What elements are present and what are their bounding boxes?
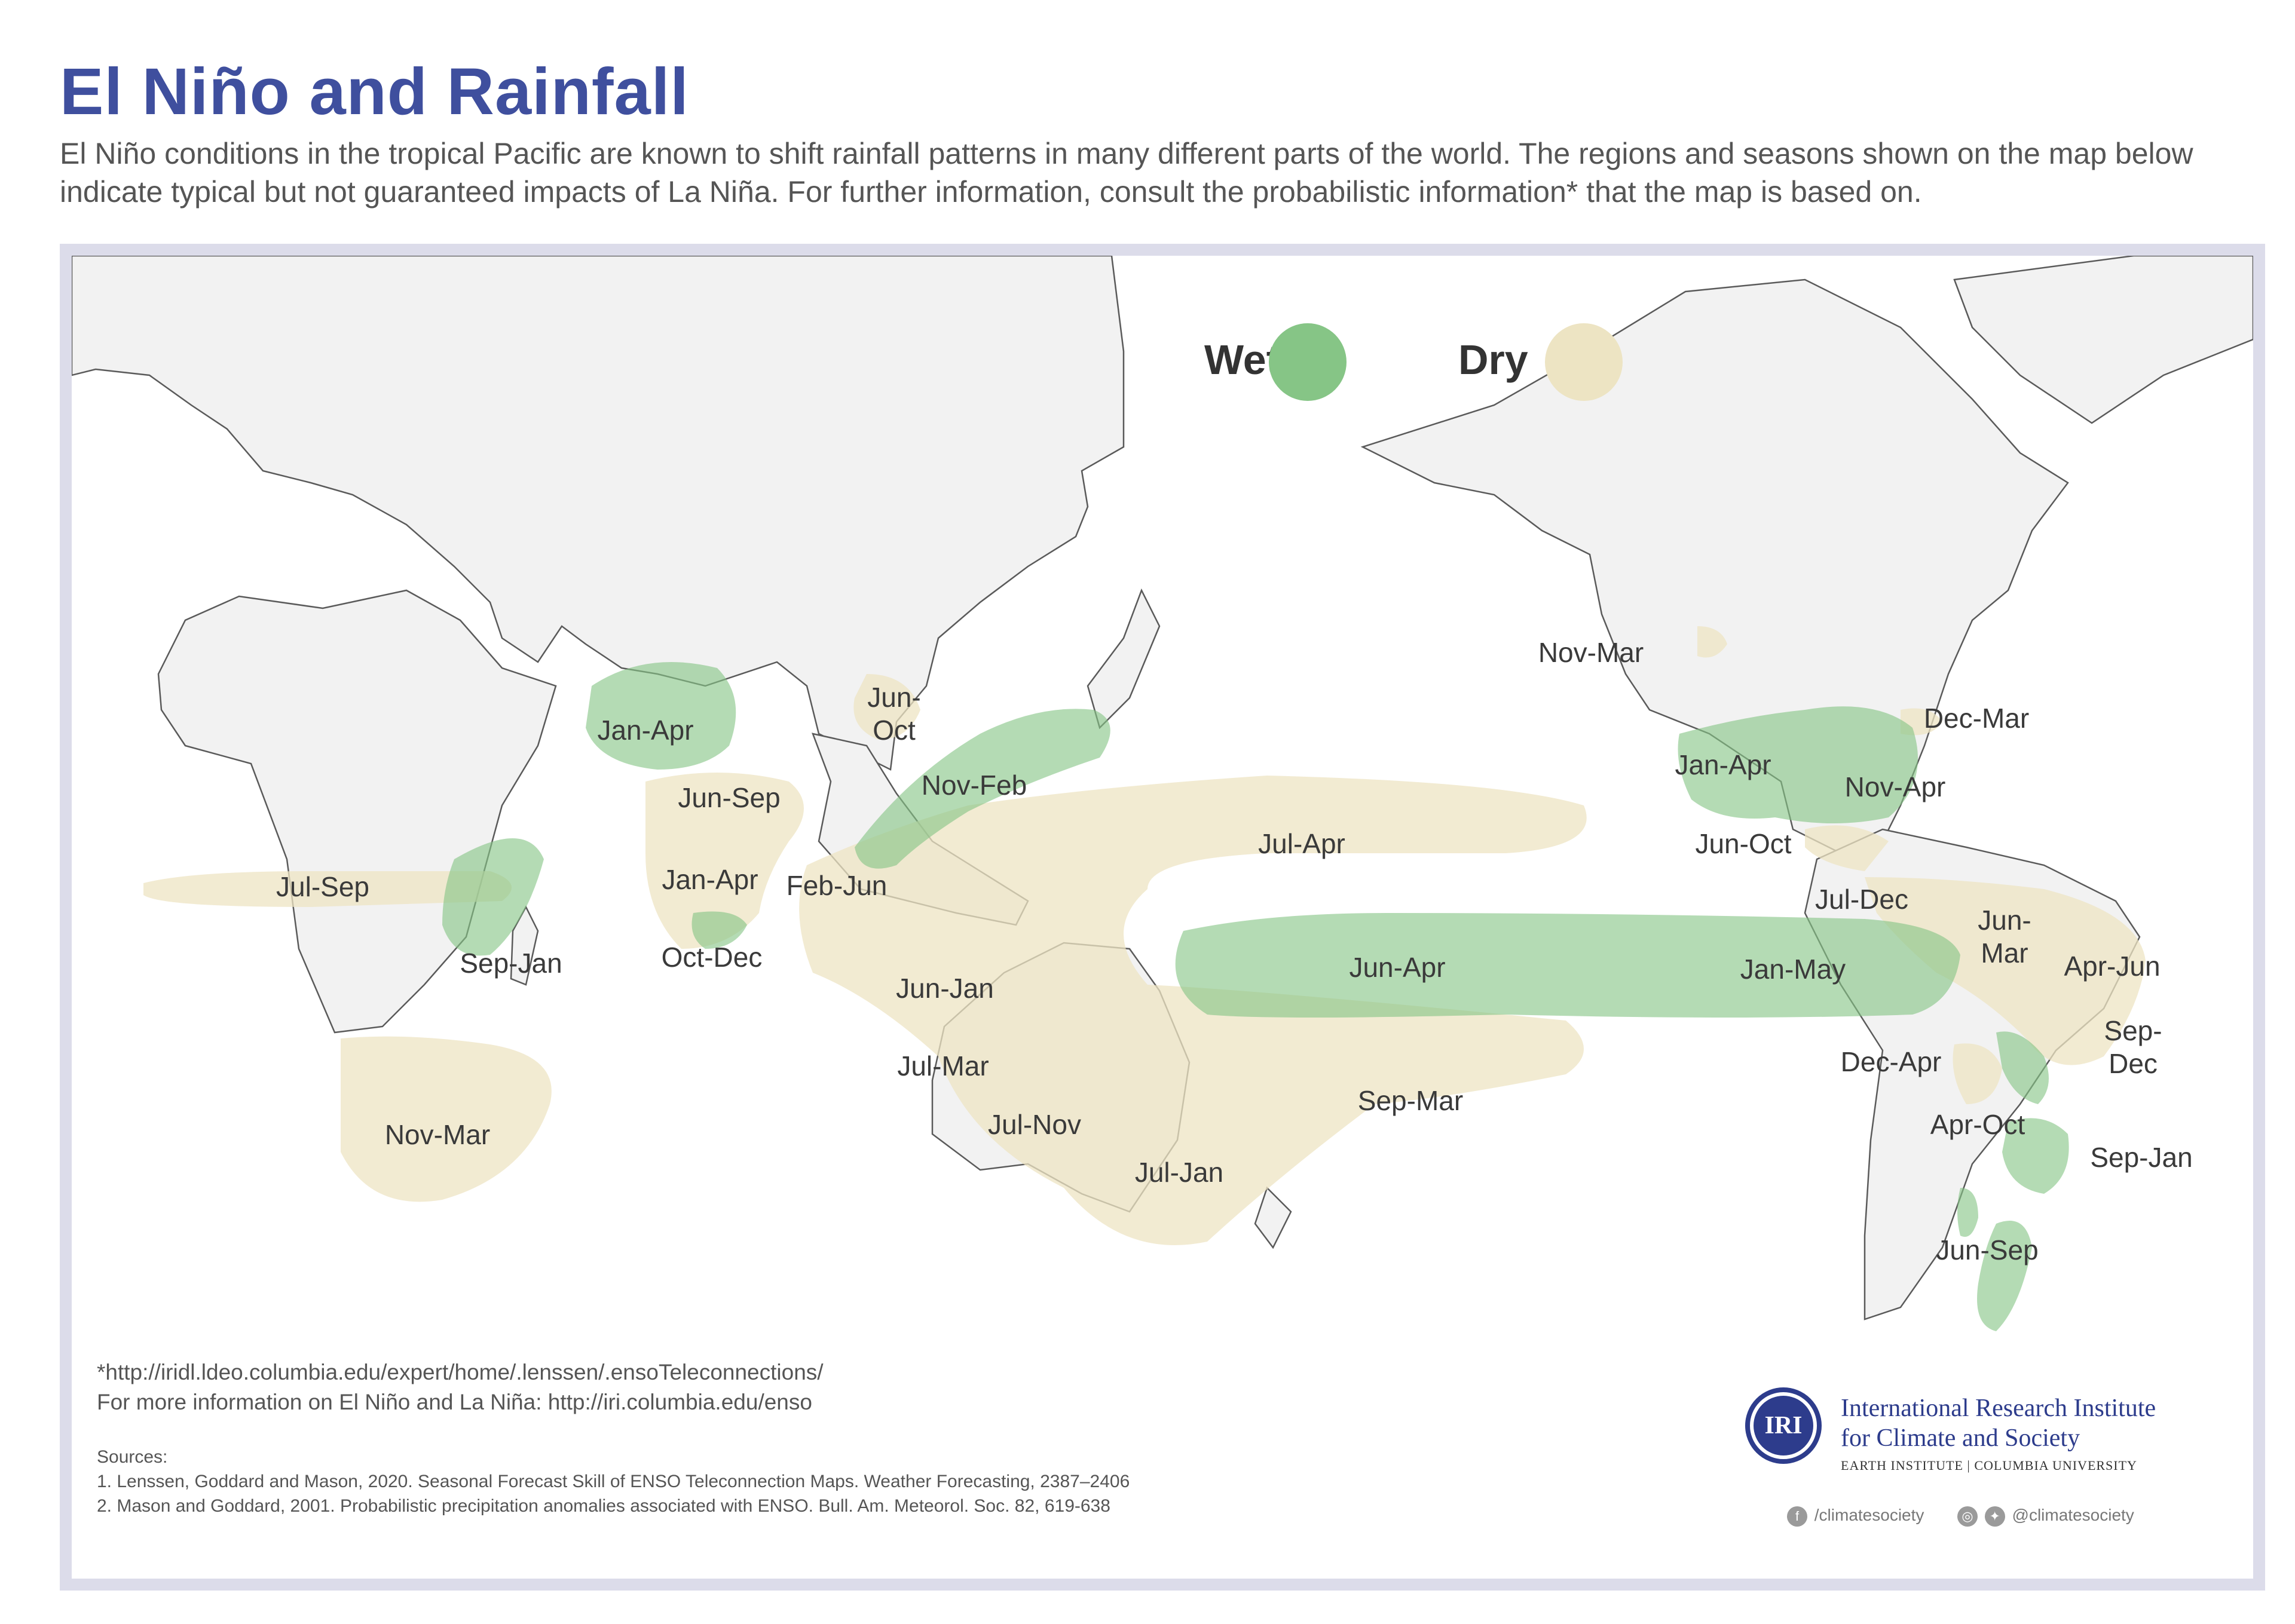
dry-region-northern-south-america [1865,877,2146,1065]
region-label-multiline: Jun-Mar [1978,905,2031,969]
region-label: Jun-Oct [1695,828,1791,859]
legend-wet-label: Wet [1204,336,1280,383]
sources: Sources: 1. Lenssen, Goddard and Mason, … [97,1445,1130,1518]
landmass-north-america [1360,278,2069,860]
region-label: Jan-Apr [662,864,758,895]
source-2: 2. Mason and Goddard, 2001. Probabilisti… [97,1496,1110,1516]
landmass-new-zealand [1254,1186,1292,1249]
region-label: Sep-Jan [2090,1142,2192,1173]
legend: Wet Dry [1204,323,1623,401]
iri-org-line1: International Research Institute [1841,1395,2156,1422]
instagram-icon[interactable]: ◎ [1957,1506,1978,1527]
legend-dry-label: Dry [1458,336,1528,383]
world-map: Wet Dry Jul-Sep Sep-Jan Nov-Mar Jan-Apr … [72,256,2253,1331]
region-label: Jun-Sep [678,782,780,813]
region-label: Nov-Mar [1538,637,1644,668]
dry-region-southern-africa [341,1036,552,1202]
probabilistic-info-link[interactable]: *http://iridl.ldeo.columbia.edu/expert/h… [97,1360,824,1384]
source-1: 1. Lenssen, Goddard and Mason, 2020. Sea… [97,1472,1130,1491]
legend-wet-swatch [1269,323,1347,401]
region-label-line: Jun- [1978,905,2031,936]
region-label: Jun-Apr [1349,952,1445,983]
iri-branding: IRI International Research Institute for… [1745,1387,2199,1489]
wet-region-east-africa [442,838,544,956]
region-label-line: Sep- [2104,1015,2162,1046]
dry-region-india [645,773,804,949]
wet-region-southeast-south-america [2002,1118,2069,1194]
landmass-greenland [1953,256,2253,424]
dry-regions [143,626,2146,1245]
map-frame: Wet Dry Jul-Sep Sep-Jan Nov-Mar Jan-Apr … [60,244,2265,1591]
wet-region-chile [1957,1188,1978,1237]
social-links: f /climatesociety ◎ ✦ @climatesociety [1787,1506,2205,1536]
region-label: Apr-Jun [2064,951,2160,982]
enso-info-link[interactable]: For more information on El Niño and La N… [97,1390,812,1414]
wet-region-sri-lanka [691,911,747,949]
region-label: Nov-Apr [1845,771,1946,802]
iri-org-name: International Research Institute for Cli… [1841,1393,2156,1453]
region-label: Jul-Sep [276,871,369,902]
region-label-line: Dec [2109,1048,2158,1079]
region-label-multiline: Sep-Dec [2104,1015,2162,1079]
facebook-icon[interactable]: f [1787,1506,1807,1527]
region-label-line: Mar [1981,937,2028,969]
region-label: Oct-Dec [662,942,763,973]
dry-region-central-america [1805,825,1889,871]
wet-region-east-asia [855,709,1110,869]
region-label: Jul-Mar [897,1050,989,1081]
region-label-multiline: Jun-Oct [867,682,920,746]
wet-regions [442,662,2069,1331]
region-label: Jan-May [1740,954,1846,985]
region-label: Jul-Nov [988,1109,1081,1140]
legend-dry-swatch [1545,323,1623,401]
iri-org-sub: EARTH INSTITUTE | COLUMBIA UNIVERSITY [1841,1458,2137,1473]
region-label: Dec-Apr [1841,1046,1942,1077]
region-label: Sep-Jan [460,948,562,979]
footer-links: *http://iridl.ldeo.columbia.edu/expert/h… [97,1358,824,1417]
region-label: Jan-Apr [597,715,693,746]
wet-region-east-brazil [1996,1031,2049,1104]
dry-region-ecuador-peru [1953,1043,2002,1104]
iri-logo: IRI [1745,1387,1822,1464]
landmass-japan [1087,588,1161,730]
region-label-line: Jun- [867,682,920,713]
wet-region-equatorial-pacific [1175,913,1960,1018]
region-label: Feb-Jun [787,870,888,901]
page-subtitle: El Niño conditions in the tropical Pacif… [60,137,2193,209]
region-label: Nov-Mar [385,1119,490,1150]
dry-region-west-africa [143,871,512,907]
region-labels: Jul-Sep Sep-Jan Nov-Mar Jan-Apr Jun-Sep … [276,637,2193,1266]
iri-org-line2: for Climate and Society [1841,1424,2080,1452]
wet-region-north-america [1678,706,1918,823]
region-label: Nov-Feb [922,770,1027,801]
region-label: Jun-Sep [1936,1234,2038,1266]
region-label: Dec-Mar [1924,703,2029,734]
twitter-icon[interactable]: ✦ [1984,1506,2005,1527]
dry-region-tropical-band [799,776,1587,1245]
iri-logo-text: IRI [1754,1396,1813,1456]
region-label: Sep-Mar [1358,1085,1463,1116]
page-title: El Niño and Rainfall [60,55,689,128]
wet-region-argentina [1977,1221,2032,1331]
region-label: Jul-Jan [1135,1157,1223,1188]
dry-region-north-china [853,674,920,740]
twitter-handle[interactable]: @climatesociety [2012,1506,2134,1524]
region-label: Jul-Dec [1815,884,1908,915]
wet-region-central-asia [586,662,736,770]
facebook-handle[interactable]: /climatesociety [1814,1506,1924,1524]
dry-region-north-america-west [1697,626,1727,658]
sources-title: Sources: [97,1447,168,1467]
region-label: Jun-Jan [896,973,994,1004]
region-label: Apr-Oct [1930,1109,2025,1140]
region-label-line: Oct [873,715,916,746]
region-label: Jul-Apr [1258,828,1345,859]
region-label: Jan-Apr [1675,749,1771,780]
